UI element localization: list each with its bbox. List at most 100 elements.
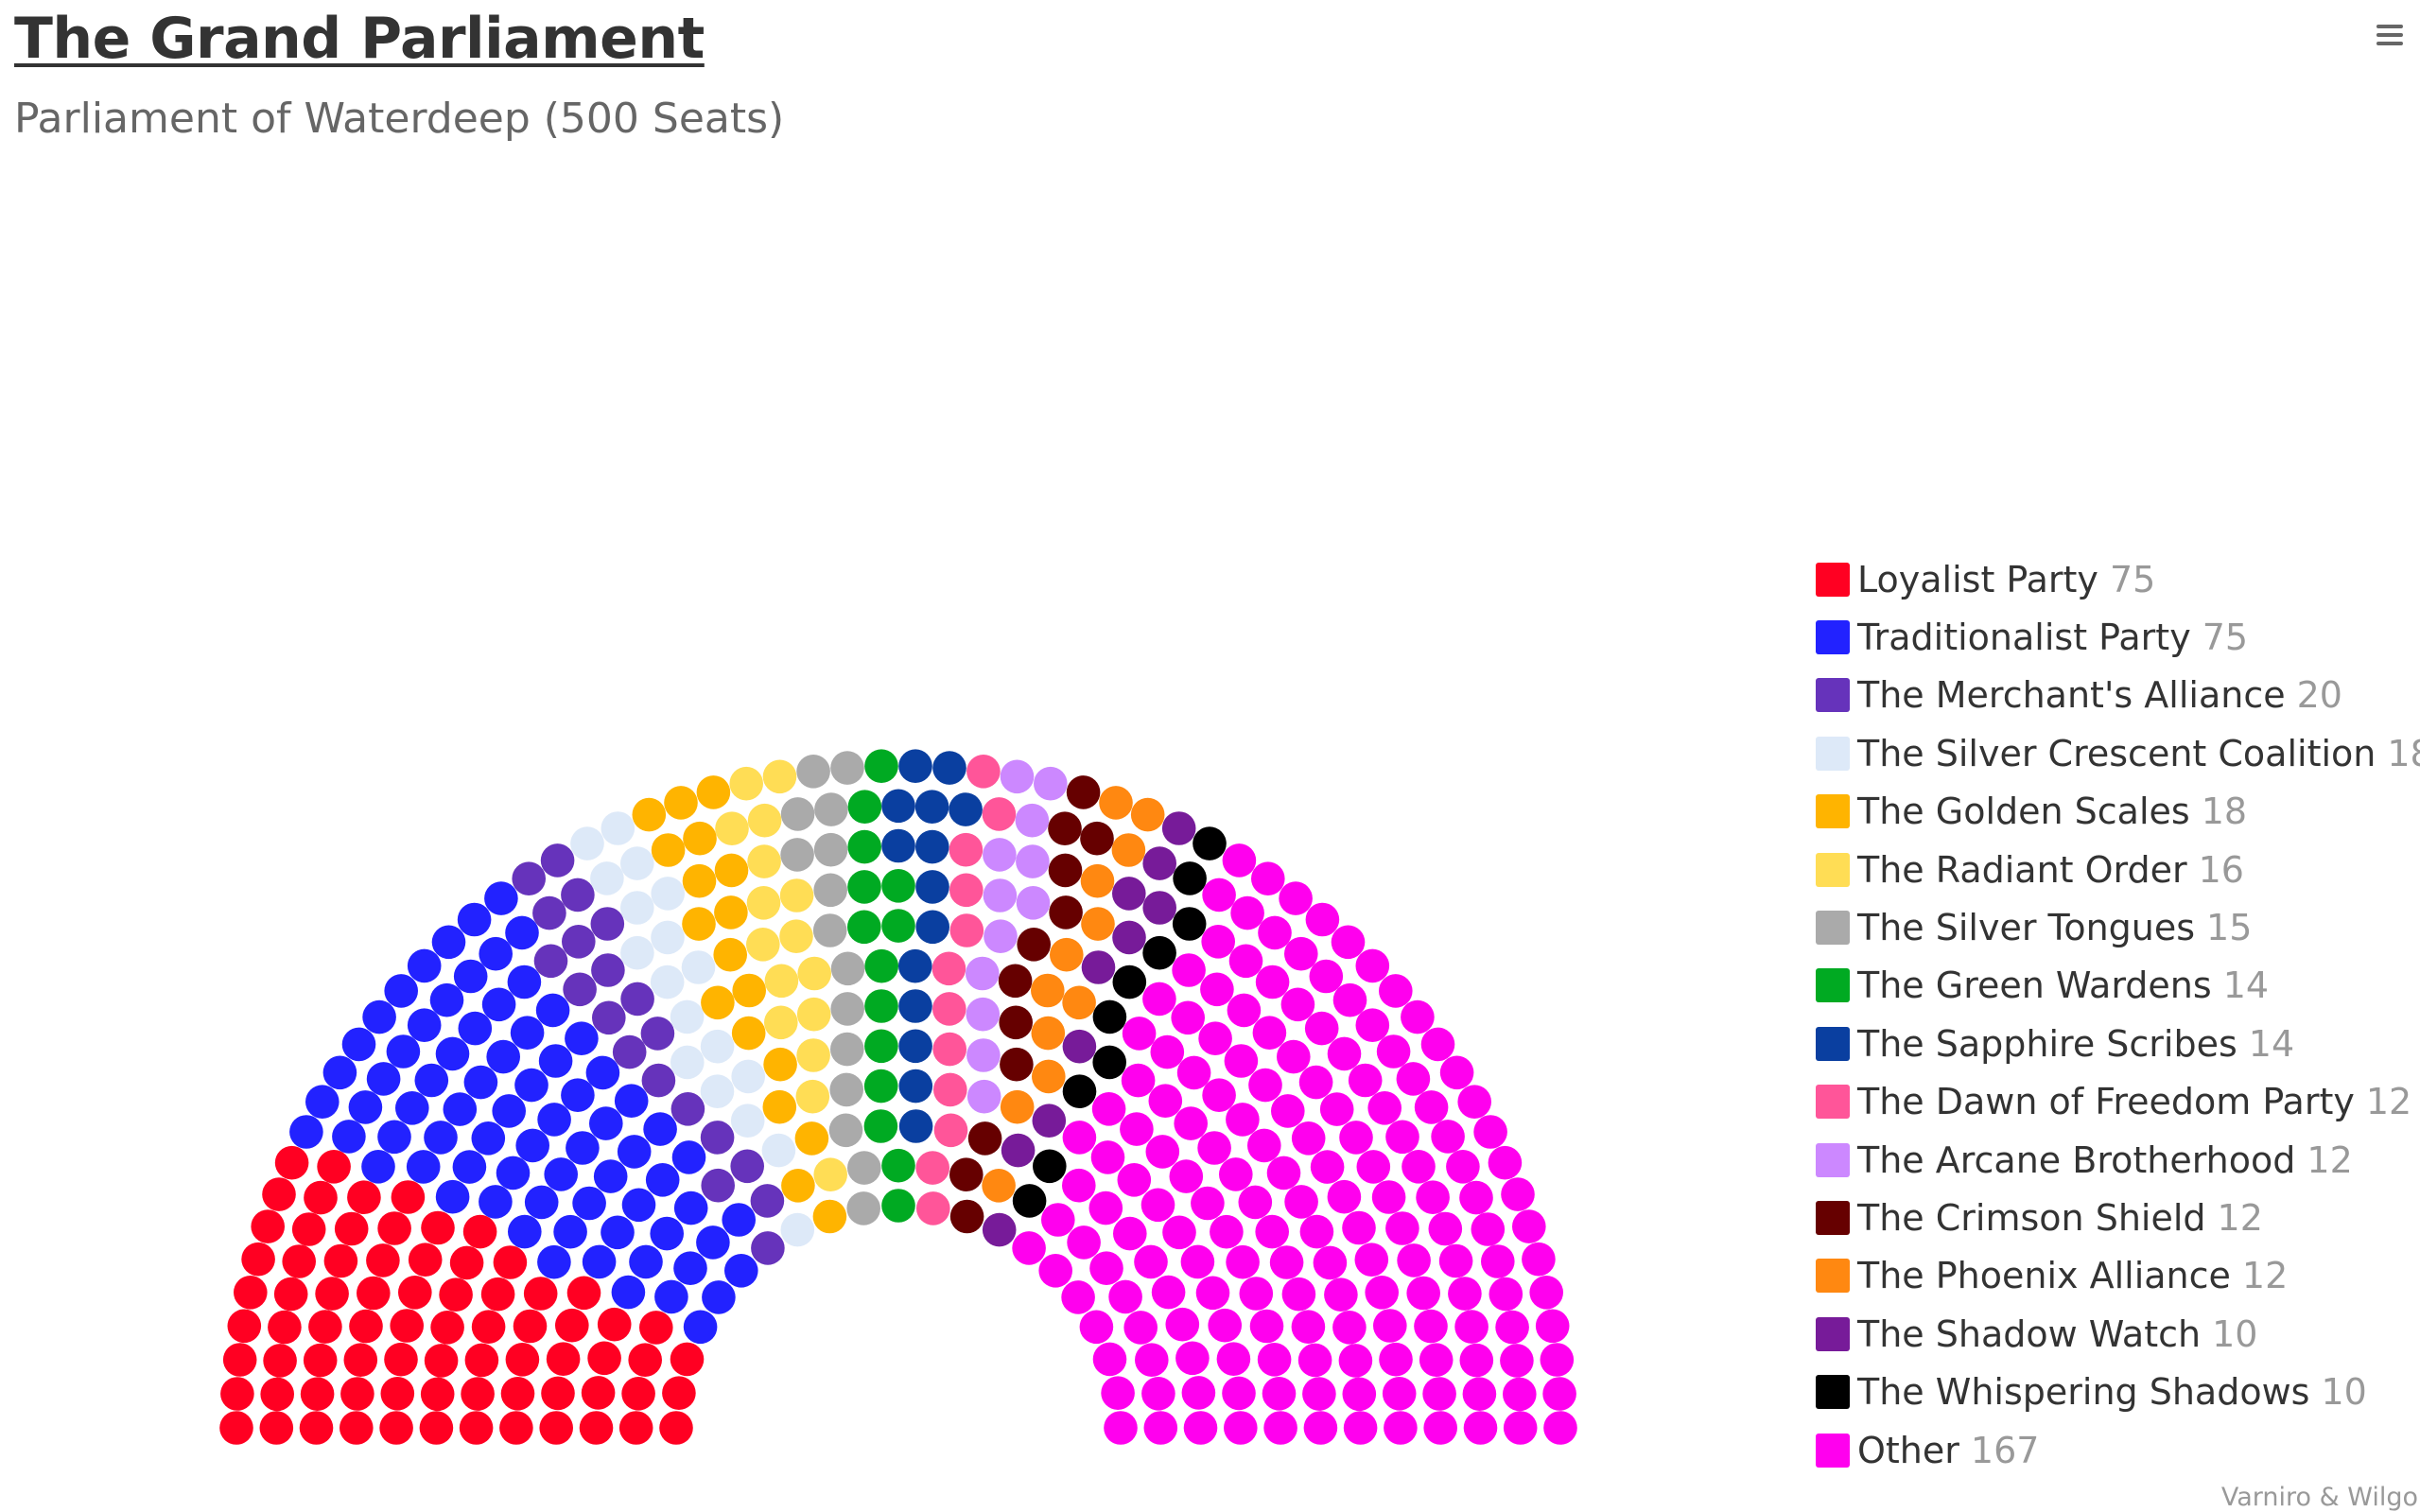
seat-dot[interactable] (1339, 1121, 1373, 1155)
seat-dot[interactable] (1431, 1120, 1465, 1154)
seat-dot[interactable] (1529, 1276, 1563, 1310)
seat-dot[interactable] (612, 1034, 647, 1069)
seat-dot[interactable] (1142, 982, 1176, 1017)
menu-icon[interactable] (2376, 25, 2403, 45)
seat-dot[interactable] (762, 1089, 797, 1124)
seat-dot[interactable] (1414, 1090, 1449, 1124)
seat-dot[interactable] (881, 1148, 915, 1183)
seat-dot[interactable] (1327, 1179, 1362, 1214)
seat-dot[interactable] (1269, 1245, 1304, 1279)
seat-dot[interactable] (1462, 1377, 1497, 1411)
seat-dot[interactable] (414, 1063, 449, 1098)
seat-dot[interactable] (510, 1016, 545, 1050)
seat-dot[interactable] (932, 1032, 966, 1067)
seat-dot[interactable] (847, 790, 882, 824)
seat-dot[interactable] (496, 1156, 531, 1190)
seat-dot[interactable] (323, 1243, 358, 1278)
seat-dot[interactable] (499, 1411, 533, 1445)
seat-dot[interactable] (384, 974, 419, 1008)
seat-dot[interactable] (702, 1280, 736, 1314)
seat-dot[interactable] (1081, 907, 1115, 941)
legend-item[interactable]: The Whispering Shadows 10 (1816, 1363, 2420, 1420)
seat-dot[interactable] (670, 1045, 705, 1080)
seat-dot[interactable] (916, 1191, 950, 1225)
seat-dot[interactable] (1535, 1309, 1570, 1344)
seat-dot[interactable] (322, 1055, 357, 1090)
seat-dot[interactable] (949, 913, 984, 947)
seat-dot[interactable] (847, 829, 881, 864)
seat-dot[interactable] (618, 1411, 653, 1445)
seat-dot[interactable] (1172, 953, 1206, 987)
seat-dot[interactable] (1197, 1131, 1231, 1165)
seat-dot[interactable] (395, 1091, 429, 1125)
seat-dot[interactable] (587, 1341, 621, 1376)
seat-dot[interactable] (1397, 1243, 1431, 1277)
seat-dot[interactable] (570, 826, 604, 860)
seat-dot[interactable] (219, 1411, 253, 1445)
seat-dot[interactable] (259, 1411, 294, 1445)
seat-dot[interactable] (1230, 895, 1264, 930)
seat-dot[interactable] (715, 811, 749, 845)
seat-dot[interactable] (750, 1184, 785, 1218)
seat-dot[interactable] (1319, 1092, 1354, 1126)
seat-dot[interactable] (308, 1310, 342, 1344)
seat-dot[interactable] (682, 863, 717, 898)
seat-dot[interactable] (1012, 1231, 1046, 1265)
legend-item[interactable]: The Silver Tongues 15 (1816, 898, 2420, 956)
legend-item[interactable]: The Silver Crescent Coalition 18 (1816, 724, 2420, 782)
seat-dot[interactable] (898, 749, 932, 783)
seat-dot[interactable] (555, 1308, 589, 1343)
seat-dot[interactable] (1471, 1212, 1506, 1246)
seat-dot[interactable] (514, 1068, 548, 1103)
seat-dot[interactable] (1463, 1411, 1498, 1445)
seat-dot[interactable] (471, 1121, 506, 1156)
seat-dot[interactable] (1193, 826, 1227, 860)
seat-dot[interactable] (673, 1251, 707, 1285)
seat-dot[interactable] (1331, 925, 1366, 960)
seat-dot[interactable] (983, 878, 1018, 912)
seat-dot[interactable] (1238, 1185, 1273, 1220)
seat-dot[interactable] (461, 1377, 495, 1411)
seat-dot[interactable] (1385, 1120, 1419, 1155)
seat-dot[interactable] (620, 982, 654, 1017)
seat-dot[interactable] (479, 936, 513, 971)
seat-dot[interactable] (794, 1121, 829, 1156)
seat-dot[interactable] (933, 1113, 968, 1148)
seat-dot[interactable] (1402, 1150, 1436, 1184)
seat-dot[interactable] (377, 1211, 411, 1245)
seat-dot[interactable] (1092, 1342, 1127, 1377)
seat-dot[interactable] (1379, 974, 1413, 1008)
seat-dot[interactable] (1239, 1277, 1274, 1311)
seat-dot[interactable] (479, 1185, 513, 1219)
seat-dot[interactable] (1171, 1000, 1205, 1035)
seat-dot[interactable] (334, 1211, 369, 1246)
seat-dot[interactable] (696, 775, 731, 809)
seat-dot[interactable] (300, 1377, 335, 1411)
seat-dot[interactable] (1481, 1244, 1515, 1278)
seat-dot[interactable] (650, 965, 685, 999)
seat-dot[interactable] (1134, 1244, 1168, 1279)
seat-dot[interactable] (724, 1254, 758, 1288)
seat-dot[interactable] (407, 948, 442, 983)
seat-dot[interactable] (407, 1008, 442, 1042)
seat-dot[interactable] (828, 1113, 863, 1148)
seat-dot[interactable] (1169, 1159, 1204, 1193)
seat-dot[interactable] (1263, 1411, 1297, 1445)
seat-dot[interactable] (1228, 944, 1263, 979)
seat-dot[interactable] (591, 953, 625, 987)
seat-dot[interactable] (1396, 1062, 1431, 1096)
seat-dot[interactable] (1297, 1343, 1332, 1378)
seat-dot[interactable] (1257, 1343, 1292, 1377)
seat-dot[interactable] (729, 766, 763, 801)
seat-dot[interactable] (1135, 1343, 1169, 1377)
seat-dot[interactable] (1173, 861, 1207, 895)
seat-dot[interactable] (830, 951, 865, 986)
seat-dot[interactable] (581, 1376, 616, 1410)
seat-dot[interactable] (863, 1109, 898, 1143)
seat-dot[interactable] (1172, 907, 1207, 941)
seat-dot[interactable] (1367, 1091, 1402, 1125)
legend-item[interactable]: Other 167 (1816, 1421, 2420, 1479)
seat-dot[interactable] (582, 1244, 617, 1279)
seat-dot[interactable] (1222, 843, 1257, 878)
seat-dot[interactable] (864, 948, 898, 983)
